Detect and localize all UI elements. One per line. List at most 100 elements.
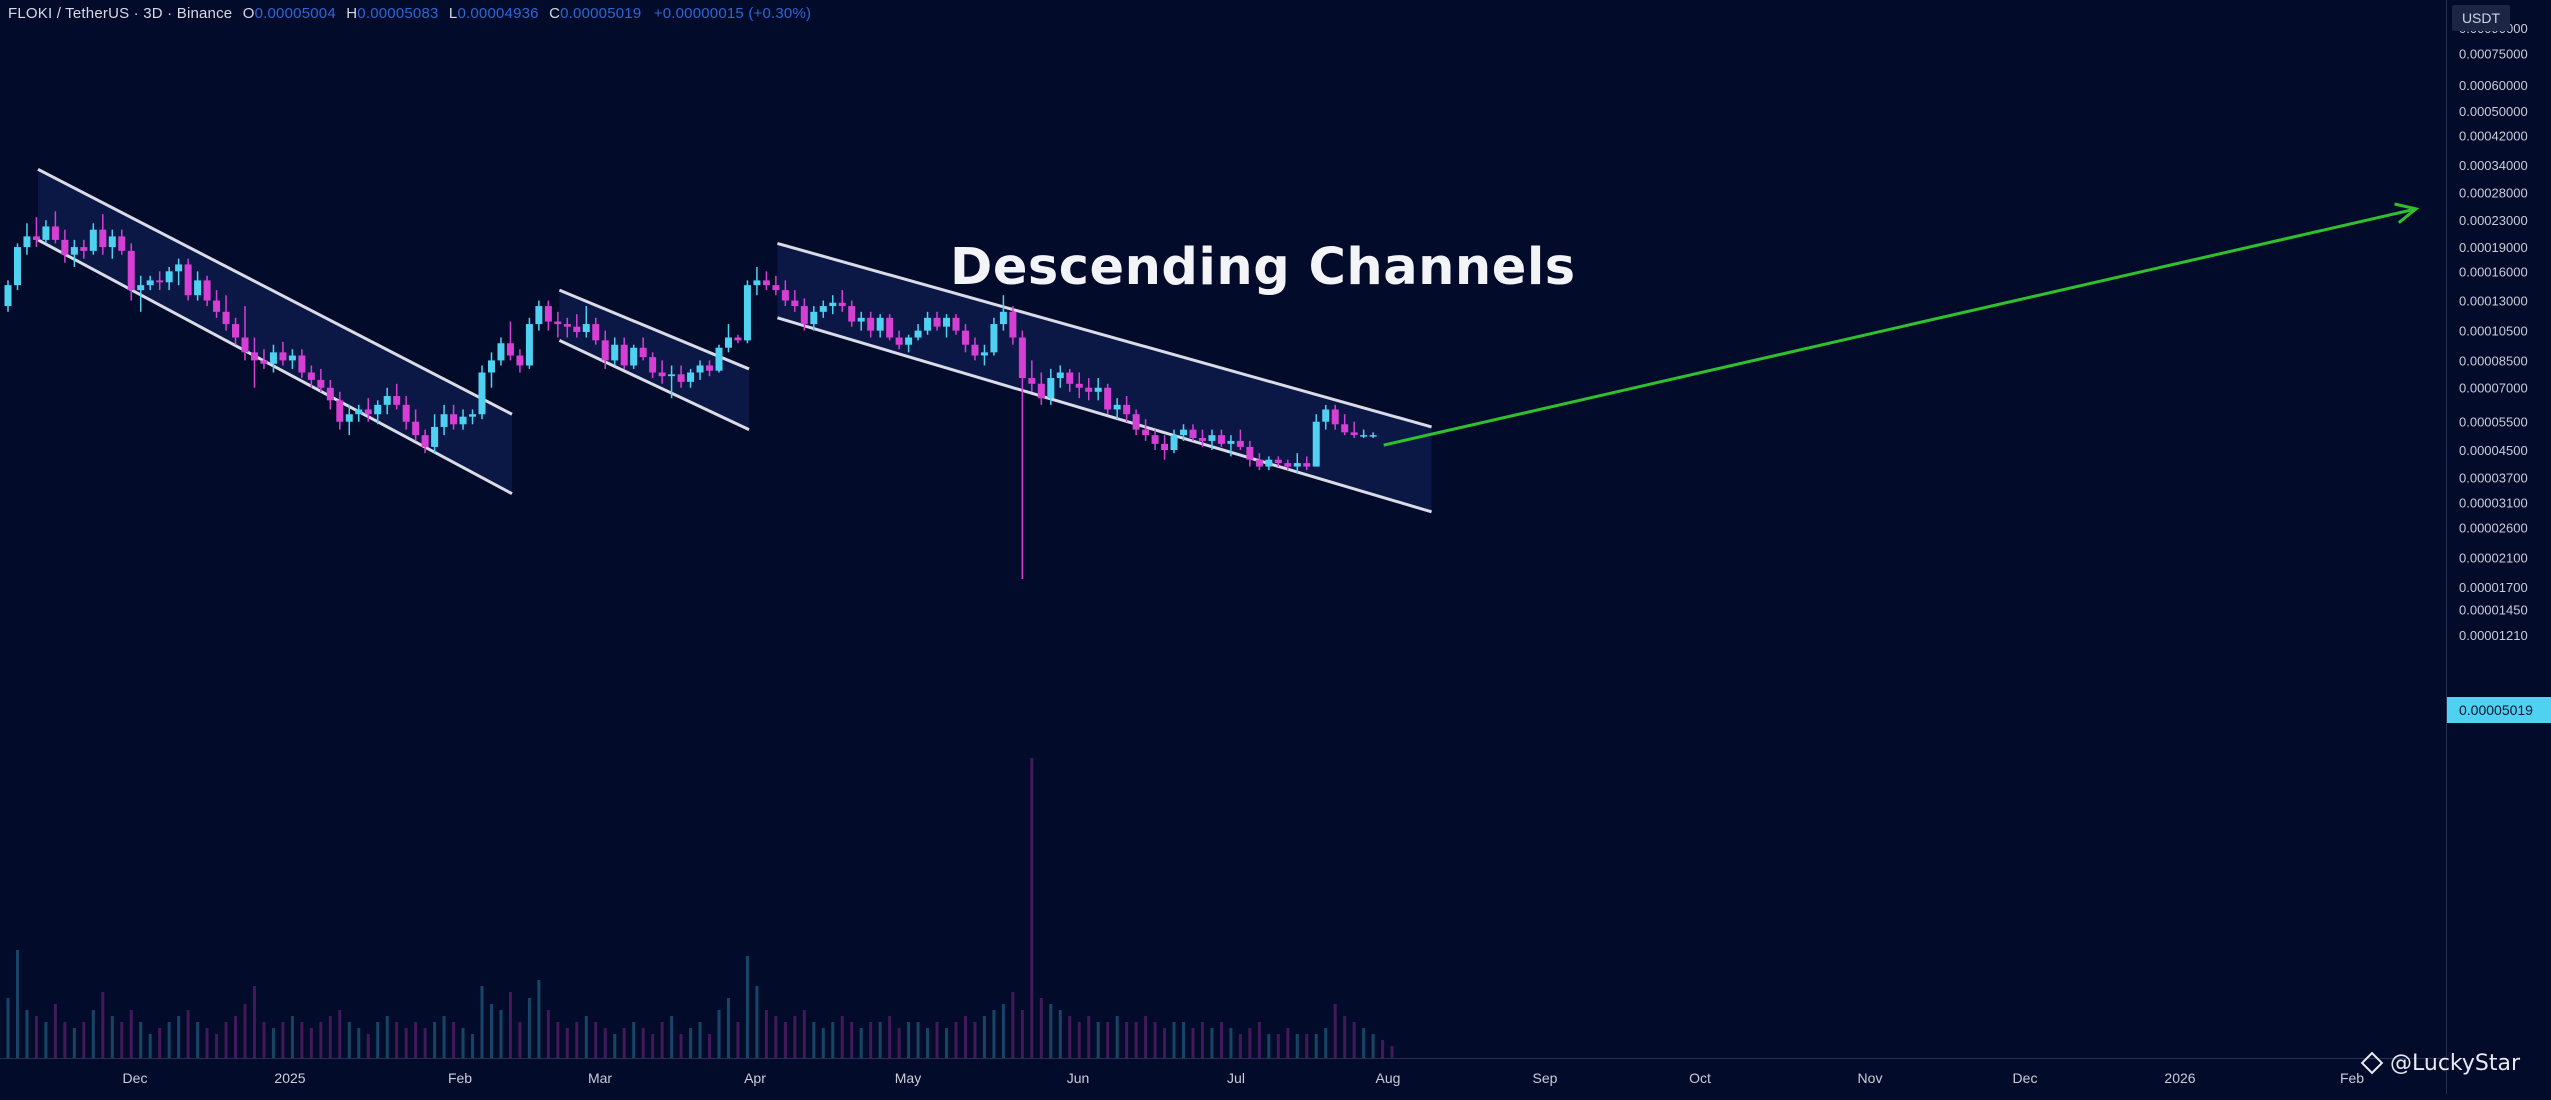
volume-bar (404, 1028, 408, 1058)
candle-body (1113, 404, 1121, 410)
channel-lower-line[interactable] (37, 238, 513, 495)
volume-bar (935, 1022, 939, 1058)
candle-body (42, 226, 50, 240)
volume-bar (366, 1034, 370, 1058)
change-value: +0.00000015 (+0.30%) (653, 5, 812, 22)
candlestick-chart[interactable] (0, 0, 2446, 1058)
candle-body (838, 302, 846, 307)
candle-body (108, 236, 116, 248)
volume-bar (1390, 1046, 1394, 1058)
candle-body (13, 247, 21, 286)
volume-bar (812, 1022, 816, 1058)
candle-body (1322, 409, 1330, 422)
plot-area[interactable]: FLOKI / TetherUS · 3D · Binance O0.00005… (0, 0, 2446, 1058)
candle-body (355, 409, 363, 415)
channel-lower-line[interactable] (777, 316, 1432, 514)
candle-body (478, 372, 486, 415)
volume-bar (518, 1022, 522, 1058)
volume-bar (1125, 1022, 1129, 1058)
volume-bar (831, 1022, 835, 1058)
price-tick-label: 0.00002600 (2459, 520, 2528, 535)
candle-body (326, 387, 334, 401)
candle-body (175, 264, 183, 272)
candle-body (99, 229, 107, 248)
candle-body (867, 317, 875, 331)
currency-unit-button[interactable]: USDT (2452, 5, 2510, 31)
volume-bar (6, 998, 10, 1058)
candle-body (1085, 387, 1093, 392)
candle-body (1151, 435, 1159, 444)
volume-bar (1058, 1010, 1062, 1058)
time-axis-ticks: Dec 2025 Feb Mar Apr May Jun Jul Aug Sep Oct Nov Dec… (123, 1070, 2365, 1086)
candle-body (1284, 463, 1292, 467)
volume-bar (1153, 1022, 1157, 1058)
volume-bar (584, 1016, 588, 1058)
channel-upper-line[interactable] (37, 167, 513, 416)
volume-bar (1144, 1016, 1148, 1058)
candle-body (1303, 463, 1311, 467)
time-tick-label: Sep (1533, 1070, 1558, 1086)
time-tick-label: Feb (2340, 1070, 2364, 1086)
volume-bar (53, 1004, 57, 1058)
symbol-legend[interactable]: FLOKI / TetherUS · 3D · Binance O0.00005… (8, 5, 811, 22)
symbol-name[interactable]: FLOKI / TetherUS · 3D · Binance (8, 5, 233, 22)
time-tick-label: Jun (1067, 1070, 1090, 1086)
volume-bar (177, 1016, 181, 1058)
candle-body (1180, 429, 1188, 436)
volume-bar (423, 1028, 427, 1058)
candle-body (554, 321, 562, 325)
candle-body (288, 355, 296, 361)
candle-body (1265, 459, 1273, 467)
current-price-label: 0.00005019 (2447, 697, 2551, 723)
candle-body (1312, 421, 1320, 467)
volume-bar (300, 1022, 304, 1058)
price-axis[interactable]: 0.000900000.000750000.000600000.00050000… (2446, 0, 2551, 1094)
candle-body (668, 374, 676, 377)
channel-lower-line[interactable] (558, 338, 750, 431)
candle-body (298, 355, 306, 373)
candle-body (70, 247, 78, 255)
volume-bar (1200, 1022, 1204, 1058)
candle-body (165, 271, 173, 283)
volume-bar (698, 1022, 702, 1058)
volume-bar (186, 1010, 190, 1058)
candle-body (364, 409, 372, 415)
chart-title: Descending Channels (950, 238, 1576, 297)
candle-body (734, 337, 742, 341)
candle-body (1198, 437, 1206, 441)
projection-arrow-line[interactable] (1383, 207, 2417, 447)
channel-fill (38, 169, 512, 494)
candle-body (80, 247, 88, 251)
price-tick-label: 0.00075000 (2459, 47, 2528, 62)
volume-bar (1134, 1022, 1138, 1058)
volume-bar (575, 1022, 579, 1058)
close-label: C (549, 5, 561, 22)
volume-bar (603, 1028, 607, 1058)
candle-body (943, 317, 951, 327)
candle-body (819, 306, 827, 312)
channel-fill (777, 243, 1432, 512)
volume-bar (764, 1010, 768, 1058)
candle-body (895, 337, 903, 345)
projection-arrow[interactable] (1383, 202, 2420, 447)
candle-body (213, 300, 221, 312)
volume-bar (338, 1010, 342, 1058)
candle-body (563, 324, 571, 327)
price-tick-label: 0.00016000 (2459, 264, 2528, 279)
volume-bar (34, 1016, 38, 1058)
price-tick-label: 0.00001700 (2459, 580, 2528, 595)
candle-body (525, 324, 533, 366)
candle-body (137, 285, 145, 291)
candle-body (118, 236, 126, 251)
volume-bar (992, 1010, 996, 1058)
candle-body (1037, 383, 1045, 399)
volume-bar (1210, 1028, 1214, 1058)
price-tick-label: 0.00003100 (2459, 495, 2528, 510)
volume-bar (25, 1010, 29, 1058)
time-axis[interactable]: Dec 2025 Feb Mar Apr May Jun Jul Aug Sep Oct Nov Dec… (0, 1058, 2446, 1095)
candle-body (374, 404, 382, 415)
candle-body (800, 306, 808, 325)
channel-upper-line[interactable] (777, 241, 1432, 429)
volume-bar (565, 1028, 569, 1058)
